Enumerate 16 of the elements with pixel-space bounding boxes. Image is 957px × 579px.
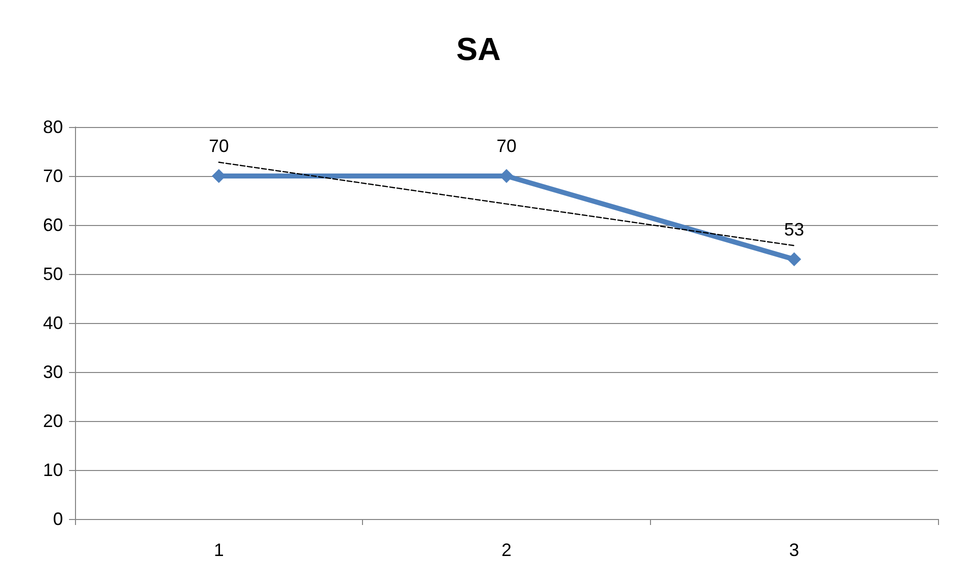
data-label: 53 xyxy=(784,219,804,240)
y-tick-label: 30 xyxy=(42,362,63,382)
y-tick-label: 70 xyxy=(42,166,63,186)
y-tick-label: 10 xyxy=(42,460,63,480)
y-tick-label: 50 xyxy=(42,264,63,284)
y-tick-label: 0 xyxy=(52,509,63,529)
y-tick-label: 60 xyxy=(42,215,63,235)
x-tick-label: 3 xyxy=(789,540,800,560)
chart-title: SA xyxy=(456,31,501,67)
y-tick-label: 20 xyxy=(42,411,63,431)
y-tick-label: 80 xyxy=(42,117,63,137)
data-label: 70 xyxy=(496,136,517,156)
y-tick-label: 40 xyxy=(42,313,63,333)
x-tick-label: 2 xyxy=(501,540,512,560)
data-label: 70 xyxy=(208,136,229,156)
x-tick-label: 1 xyxy=(214,540,224,560)
